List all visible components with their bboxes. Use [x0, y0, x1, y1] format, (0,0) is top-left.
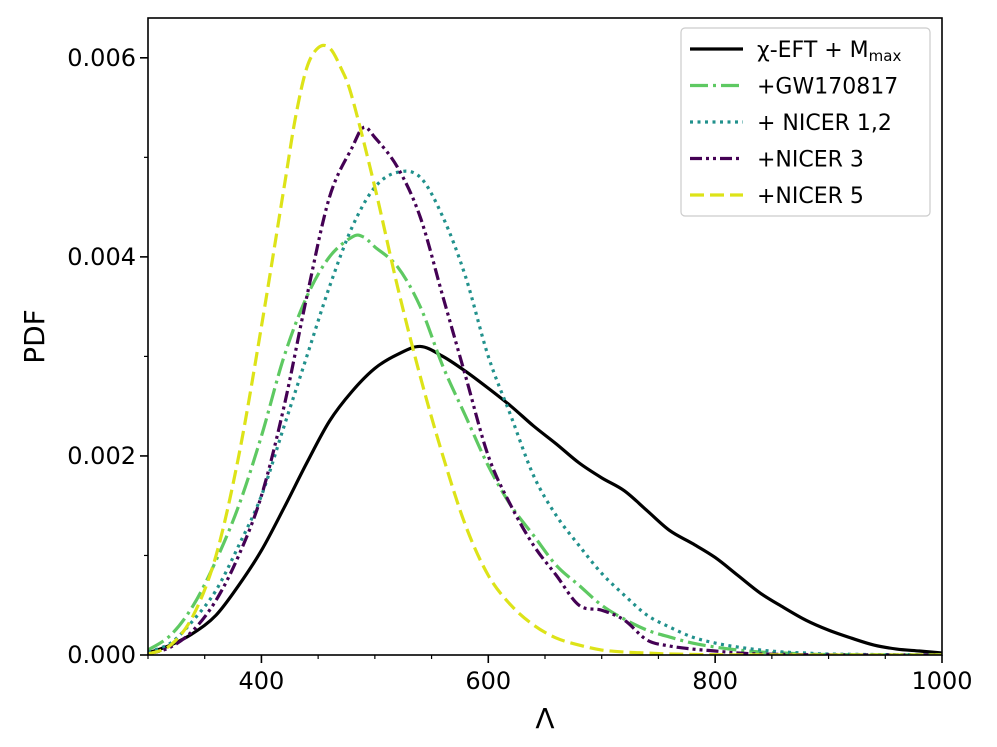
x-tick-label: 400 — [239, 667, 285, 695]
y-tick-label: 0.006 — [67, 44, 136, 72]
x-tick-label: 1000 — [911, 667, 972, 695]
x-tick-label: 800 — [692, 667, 738, 695]
series-line-1 — [148, 344, 942, 655]
y-tick-label: 0.004 — [67, 243, 136, 271]
legend-box — [680, 27, 931, 217]
legend: χ-EFT + Mmax +GW170817 + NICER 1,2 +NICER 3… — [680, 27, 931, 217]
legend-label-1: χ-EFT + Mmax — [757, 38, 901, 65]
legend-label-2: +GW170817 — [757, 75, 898, 100]
legend-label-5: +NICER 5 — [757, 184, 864, 209]
y-axis-label: PDF — [18, 309, 51, 364]
series-line-5 — [148, 43, 942, 655]
series-group — [148, 43, 942, 655]
y-axis-ticks: 0.000 0.002 0.004 0.006 — [67, 44, 148, 669]
series-line-3 — [148, 169, 942, 655]
legend-label-3: + NICER 1,2 — [757, 111, 892, 136]
legend-label-4: +NICER 3 — [757, 148, 864, 173]
x-tick-label: 600 — [465, 667, 511, 695]
y-tick-label: 0.002 — [67, 442, 136, 470]
x-axis-ticks: 400 600 800 1000 — [147, 655, 973, 695]
y-tick-label: 0.000 — [67, 641, 136, 669]
x-axis-label: Λ — [535, 702, 554, 735]
